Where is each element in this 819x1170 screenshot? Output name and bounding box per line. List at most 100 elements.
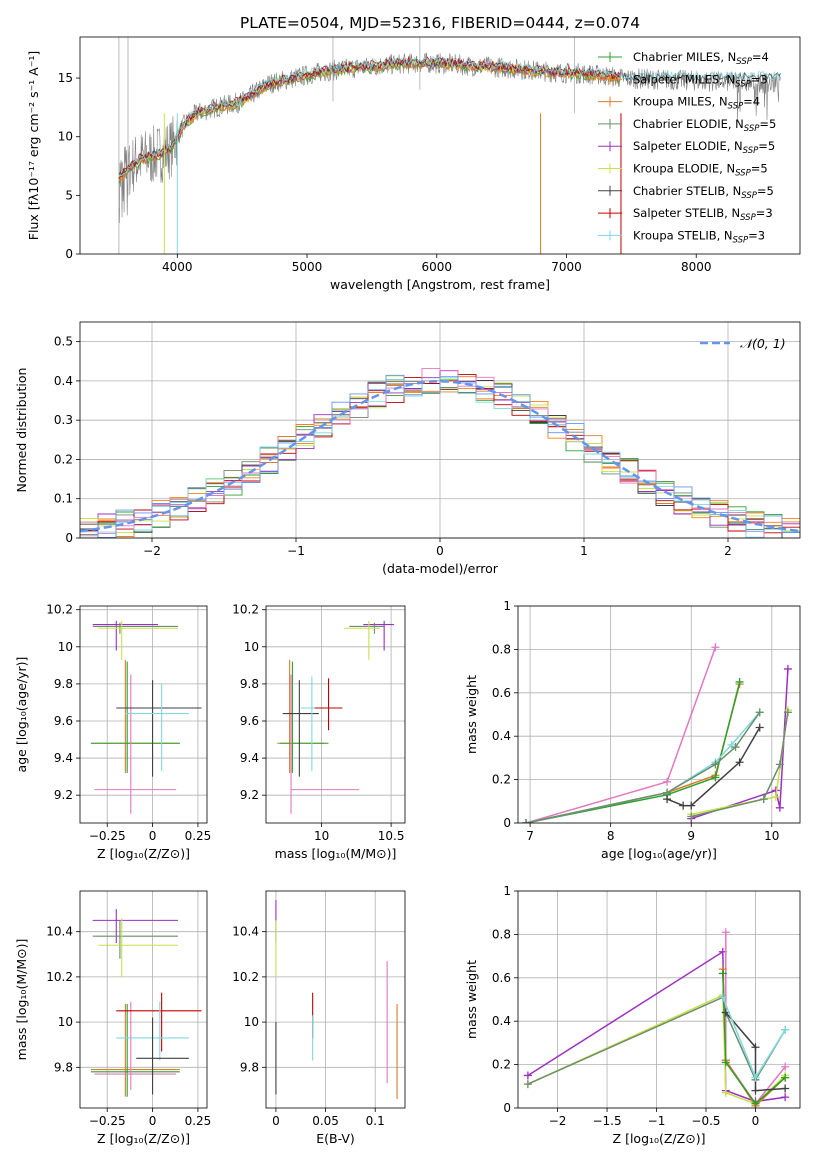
panel-mass-ebv: 0 0.05 0.1 9.8 10 10.2 10.4 E(B-V) <box>232 890 406 1146</box>
y-tick-label: 0.2 <box>492 1058 511 1072</box>
y-tick-label: 0.4 <box>492 1014 511 1028</box>
x-tick-label: 6000 <box>421 260 452 274</box>
y-tick-label: 10.4 <box>46 925 73 939</box>
x-tick-label: 0 <box>752 1114 760 1128</box>
y-axis-label: mass [log₁₀(M/M⊙)] <box>14 939 29 1061</box>
y-tick-label: 1 <box>503 884 511 898</box>
data-point <box>751 1073 760 1082</box>
y-tick-label: 10.2 <box>232 603 259 617</box>
data-point <box>718 993 727 1002</box>
series-line <box>722 997 786 1080</box>
legend-entry: Kroupa MILES, NSSP=4 <box>633 95 760 112</box>
y-tick-label: 9.6 <box>240 714 259 728</box>
y-axis-label: age [log₁₀(age/yr)] <box>14 657 29 773</box>
x-tick-label: 10 <box>764 829 779 843</box>
y-tick-label: 10 <box>58 640 73 654</box>
x-tick-label: −0.25 <box>89 829 126 843</box>
data-point <box>755 708 764 717</box>
x-tick-label: 0.1 <box>366 1114 385 1128</box>
data-point <box>731 743 740 752</box>
x-axis-label: Z [log₁₀(Z/Z⊙)] <box>97 1131 190 1146</box>
data-point <box>751 1099 760 1108</box>
data-point <box>781 1093 790 1102</box>
x-tick-label: −1.5 <box>592 1114 621 1128</box>
series-line <box>722 973 786 1105</box>
y-tick-label: 9.8 <box>240 677 259 691</box>
legend-entry: 𝒩(0, 1) <box>740 336 786 351</box>
x-tick-label: 0.25 <box>185 829 212 843</box>
y-tick-label: 9.8 <box>54 677 73 691</box>
data-point <box>771 792 780 801</box>
data-point <box>735 677 744 686</box>
x-tick-label: 0 <box>149 829 157 843</box>
y-tick-label: 0.1 <box>54 492 73 506</box>
axes-frame <box>79 890 208 1109</box>
y-tick-label: 10.2 <box>46 970 73 984</box>
series-line <box>725 1012 786 1092</box>
x-axis-label: age [log₁₀(age/yr)] <box>601 846 717 861</box>
plot-area <box>523 928 790 1108</box>
data-point <box>755 723 764 732</box>
data-point <box>523 1071 532 1080</box>
y-tick-label: 9.6 <box>54 714 73 728</box>
axes-frame <box>265 890 406 1109</box>
x-tick-label: 10 <box>314 829 329 843</box>
y-tick-label: 9.2 <box>240 788 259 802</box>
legend-entry: Salpeter MILES, NSSP=3 <box>633 72 768 89</box>
series-line <box>525 681 741 823</box>
y-tick-label: 0.8 <box>492 927 511 941</box>
data-point <box>721 928 730 937</box>
data-point <box>718 969 727 978</box>
data-point <box>751 1086 760 1095</box>
y-tick-label: 10.2 <box>232 970 259 984</box>
panel-spectrum: 4000 5000 6000 7000 8000 0 5 10 15 wavelength [An… <box>26 36 801 292</box>
x-tick-label: 0 <box>436 544 444 558</box>
panel-residuals: −2 −1 0 1 2 0 0.1 0.2 0.3 0.4 0.5 (data-model)/erro… <box>14 321 801 576</box>
data-point <box>687 801 696 810</box>
axes-frame <box>79 605 208 824</box>
data-point <box>775 803 784 812</box>
x-tick-label: −2 <box>549 1114 567 1128</box>
y-axis-label: Normed distribution <box>14 368 29 493</box>
series-line <box>691 712 789 818</box>
x-tick-label: 4000 <box>162 260 193 274</box>
data-point <box>687 812 696 821</box>
data-point <box>781 1073 790 1082</box>
x-tick-label: 8 <box>607 829 615 843</box>
data-point <box>711 643 720 652</box>
data-point <box>663 777 672 786</box>
x-tick-label: 0.05 <box>312 1114 339 1128</box>
y-axis-label: mass weight <box>464 960 479 1039</box>
x-tick-label: 9 <box>687 829 695 843</box>
series-line <box>525 646 717 823</box>
data-point <box>679 801 688 810</box>
plot-area <box>80 367 800 538</box>
x-tick-label: 0 <box>149 1114 157 1128</box>
data-point <box>775 760 784 769</box>
legend-entry: Chabrier STELIB, NSSP=5 <box>633 184 774 201</box>
histogram-step <box>80 374 800 538</box>
y-tick-label: 0.3 <box>54 413 73 427</box>
y-tick-label: 0.6 <box>492 971 511 985</box>
figure-title: PLATE=0504, MJD=52316, FIBERID=0444, z=0… <box>240 14 640 32</box>
y-tick-label: 9.8 <box>240 1060 259 1074</box>
y-tick-label: 10 <box>58 1015 73 1029</box>
axes-frame <box>79 36 801 255</box>
y-tick-label: 10.4 <box>232 925 259 939</box>
y-tick-label: 10 <box>58 130 73 144</box>
series-line <box>525 711 761 823</box>
x-tick-label: 7000 <box>551 260 582 274</box>
series-line <box>525 711 761 823</box>
x-axis-label: (data-model)/error <box>382 561 499 576</box>
data-point <box>522 819 531 823</box>
y-tick-label: 9.4 <box>54 751 73 765</box>
y-tick-label: 1 <box>503 599 511 613</box>
data-point <box>783 708 792 717</box>
y-tick-label: 10 <box>244 640 259 654</box>
x-tick-label: 5000 <box>292 260 323 274</box>
legend: Chabrier MILES, NSSP=4 Salpeter MILES, NS… <box>598 50 776 245</box>
x-tick-label: 0.25 <box>185 1114 212 1128</box>
x-tick-label: 2 <box>724 544 732 558</box>
x-tick-label: −1 <box>648 1114 666 1128</box>
